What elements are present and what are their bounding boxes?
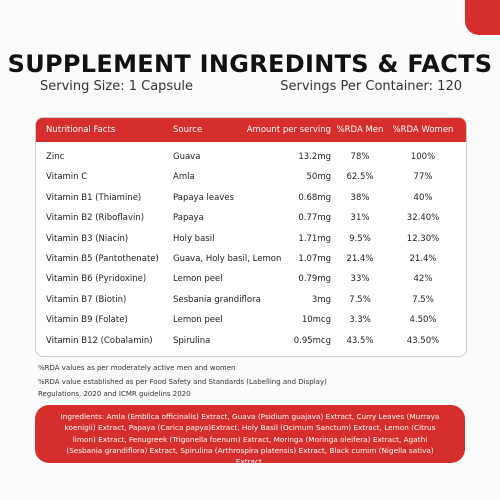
table-cell: 10mcg <box>301 315 331 326</box>
table-cell: Lemon peel <box>173 315 223 326</box>
table-cell: 12.30% <box>406 233 440 244</box>
table-cell: 43.50% <box>406 335 440 346</box>
table-cell: 1.07mg <box>298 254 331 264</box>
table-cell: Vitamin B5 (Pantothenate) <box>46 254 159 264</box>
table-cell: 13.2mg <box>298 152 331 162</box>
table-cell: 31% <box>350 213 370 224</box>
table-cell: 1.71mg <box>298 233 331 244</box>
table-cell: Zinc <box>46 152 65 162</box>
table-cell: 3.3% <box>349 315 371 326</box>
table-cell: Papaya <box>173 213 204 224</box>
table-cell: 77% <box>413 172 433 183</box>
table-cell: 62.5% <box>346 172 374 183</box>
table-cell: Vitamin B2 (Riboflavin) <box>46 213 145 224</box>
table-cell: Vitamin B9 (Folate) <box>46 315 128 326</box>
title: SUPPLEMENT INGREDINTS & FACTS <box>7 50 493 78</box>
table-cell: Vitamin B1 (Thiamine) <box>46 192 142 203</box>
table-cell: Guava <box>173 152 201 162</box>
table-cell: 21.4% <box>409 254 437 264</box>
table-cell: 4.50% <box>409 315 437 326</box>
table-cell: Vitamin B12 (Cobalamin) <box>46 335 153 346</box>
column-header: %RDA Women <box>392 125 454 135</box>
table-cell: Holy basil <box>173 233 215 244</box>
column-header: %RDA Men <box>336 125 384 135</box>
facts-table: Nutritional Facts Source Amount per servin… <box>35 117 467 357</box>
column-header: Amount per serving <box>246 125 331 135</box>
table-cell: Guava, Holy basil, Lemon <box>173 254 282 264</box>
table-cell: Vitamin C <box>46 172 88 183</box>
table-cell: 0.77mg <box>298 213 331 224</box>
table-cell: 3mg <box>311 294 331 305</box>
ingredients-text: Ingredients: Amla (Emblica officinalis) … <box>60 412 440 467</box>
table-cell: Vitamin B7 (Biotin) <box>46 294 127 305</box>
table-cell: 33% <box>350 274 370 285</box>
table-cell: Papaya leaves <box>173 192 234 203</box>
table-cell: 0.95mcg <box>293 335 331 346</box>
column-header: Nutritional Facts <box>46 125 116 135</box>
table-cell: 9.5% <box>349 233 371 244</box>
table-cell: Amla <box>173 172 195 183</box>
table-header: Nutritional Facts Source Amount per servin… <box>36 118 466 142</box>
note: %RDA value established as per Food Safet… <box>38 378 327 398</box>
table-cell: Lemon peel <box>173 274 223 285</box>
table-cell: Vitamin B3 (Niacin) <box>46 233 129 244</box>
table-cell: 43.5% <box>346 335 374 346</box>
table-cell: 21.4% <box>346 254 374 264</box>
ingredients-box: Ingredients: Amla (Emblica officinalis) … <box>35 405 465 466</box>
serving-size: Serving Size: 1 Capsule <box>40 79 194 94</box>
table-cell: Vitamin B6 (Pyridoxine) <box>46 274 147 285</box>
table-cell: 0.79mg <box>298 274 331 285</box>
table-cell: 42% <box>413 274 433 285</box>
servings-per-container: Servings Per Container: 120 <box>280 79 462 94</box>
table-cell: 0.68mg <box>298 192 331 203</box>
column-header: Source <box>173 125 203 135</box>
table-cell: 100% <box>410 152 436 162</box>
table-cell: 7.5% <box>349 294 371 305</box>
table-cell: 38% <box>350 192 370 203</box>
corner-decoration <box>465 0 500 35</box>
note: %RDA values as per moderately active men… <box>38 364 236 372</box>
table-cell: 32.40% <box>406 213 440 224</box>
table-cell: 50mg <box>306 172 332 183</box>
table-cell: Sesbania grandiflora <box>173 294 261 305</box>
table-cell: 40% <box>413 192 433 203</box>
table-cell: 78% <box>350 152 370 162</box>
table-cell: Spirulina <box>173 335 211 346</box>
table-cell: 7.5% <box>412 294 434 305</box>
